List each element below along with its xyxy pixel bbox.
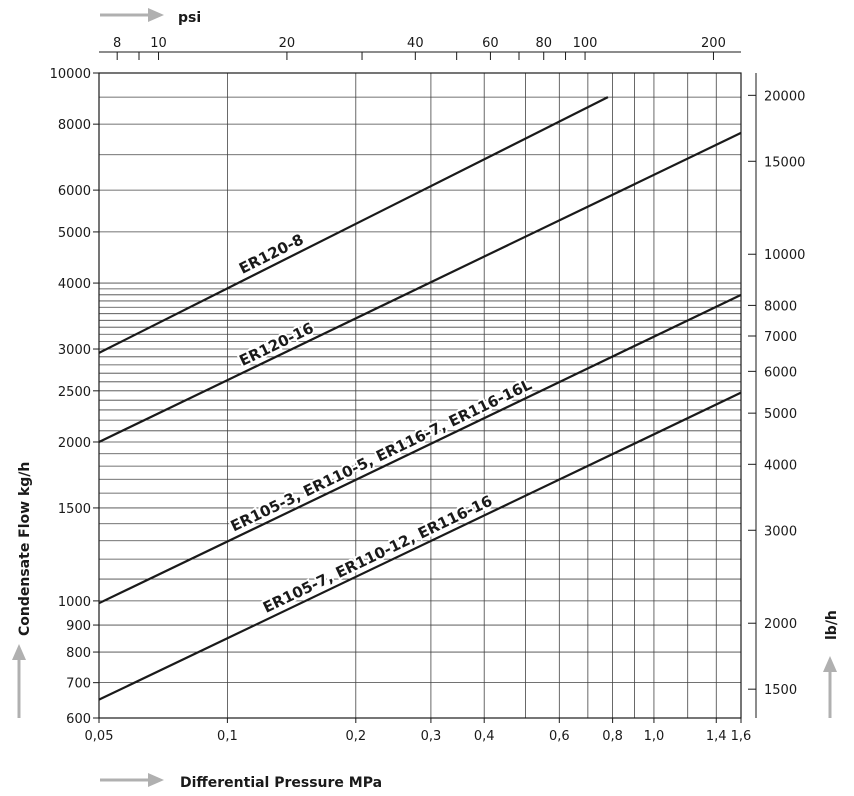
x-tick-label: 1,4: [706, 729, 727, 744]
y-tick-label: 5000: [58, 226, 91, 241]
lbh-tick-label: 6000: [764, 365, 797, 380]
x-tick-label: 0,4: [474, 729, 495, 744]
lbh-tick-label: 1500: [764, 683, 797, 698]
psi-tick-label: 200: [701, 36, 726, 51]
series-label: ER120-16: [236, 319, 316, 370]
y-axis-label: Condensate Flow kg/h: [17, 462, 33, 636]
psi-tick-label: 10: [150, 36, 167, 51]
y-tick-label: 10000: [50, 67, 91, 82]
series-line: [98, 293, 742, 605]
y-tick-label: 1500: [58, 502, 91, 517]
lbh-tick-label: 8000: [764, 299, 797, 314]
series-lines: [98, 96, 742, 701]
psi-tick-label: 80: [535, 36, 552, 51]
series-label: ER105-3, ER110-5, ER116-7, ER116-16L: [228, 375, 535, 535]
x-tick-label: 0,6: [549, 729, 570, 744]
x-tick-label: 1,0: [644, 729, 665, 744]
series-line: [98, 96, 609, 354]
tick-labels: 600 700 800 900 1000 1500 2000 2500 3000 4000 5000…: [50, 36, 806, 744]
x-tick-label: 1,6: [731, 729, 752, 744]
x-tick-label: 0,8: [602, 729, 623, 744]
y-tick-label: 2500: [58, 385, 91, 400]
y-tick-label: 8000: [58, 118, 91, 133]
lbh-tick-label: 10000: [764, 248, 805, 263]
lbh-tick-label: 20000: [764, 89, 805, 104]
lbh-axis-label: lb/h: [824, 610, 840, 640]
lbh-tick-label: 15000: [764, 155, 805, 170]
psi-tick-label: 8: [113, 36, 121, 51]
top-arrow-icon: [100, 8, 164, 22]
lbh-tick-label: 5000: [764, 407, 797, 422]
left-arrow-icon: [12, 644, 26, 718]
lbh-tick-label: 4000: [764, 458, 797, 473]
psi-tick-label: 100: [573, 36, 598, 51]
series-label: ER105-7, ER110-12, ER116-16: [260, 492, 495, 617]
y-tick-label: 4000: [58, 277, 91, 292]
right-arrow-icon: [823, 656, 837, 718]
psi-tick-label: 40: [407, 36, 424, 51]
series-line: [98, 131, 742, 443]
y-tick-label: 1000: [58, 595, 91, 610]
psi-axis-label: psi: [178, 10, 201, 26]
y-tick-label: 800: [66, 646, 91, 661]
lbh-tick-label: 2000: [764, 617, 797, 632]
psi-tick-label: 20: [279, 36, 296, 51]
plot-frame: [98, 72, 742, 719]
grid: [98, 51, 757, 719]
y-tick-label: 6000: [58, 184, 91, 199]
x-tick-label: 0,3: [421, 729, 442, 744]
y-tick-label: 3000: [58, 343, 91, 358]
x-tick-label: 0,1: [217, 729, 238, 744]
psi-tick-label: 60: [482, 36, 499, 51]
x-axis-label: Differential Pressure MPa: [180, 775, 382, 791]
x-tick-label: 0,05: [85, 729, 114, 744]
y-tick-label: 900: [66, 619, 91, 634]
lbh-tick-label: 7000: [764, 330, 797, 345]
lbh-tick-label: 3000: [764, 524, 797, 539]
y-tick-label: 2000: [58, 436, 91, 451]
y-tick-label: 700: [66, 677, 91, 692]
series-line: [98, 391, 742, 701]
bottom-arrow-icon: [100, 773, 164, 787]
x-tick-label: 0,2: [345, 729, 366, 744]
y-tick-label: 600: [66, 712, 91, 727]
